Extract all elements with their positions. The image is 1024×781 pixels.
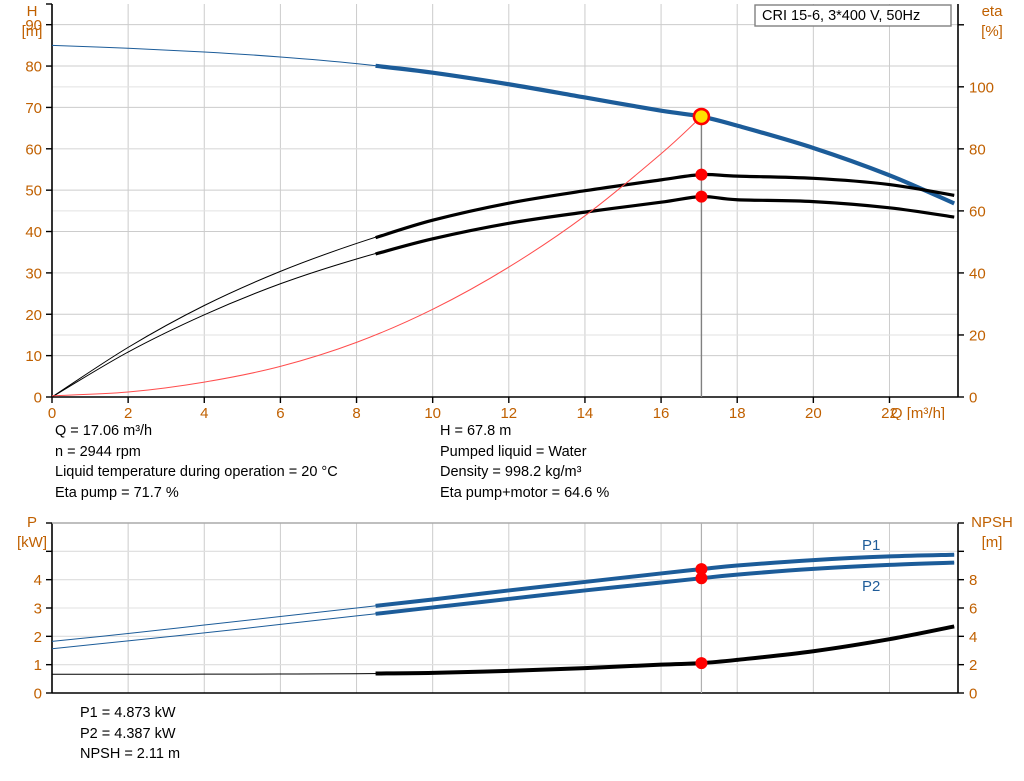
p-axis-title: P bbox=[27, 514, 37, 531]
series-eta-pump-motor bbox=[375, 195, 955, 256]
power-npsh-chart: 0 1 2 3 4 0 2 4 6 8 P [kW] NPSH [m] P1 P2 bbox=[17, 514, 1013, 703]
power-info: P1 = 4.873 kW P2 = 4.387 kW NPSH = 2.11 m bbox=[80, 703, 180, 765]
x-tick-label: 6 bbox=[276, 405, 284, 420]
x-tick-label: 18 bbox=[729, 405, 746, 420]
duty-info-left-line-3: Eta pump = 71.7 % bbox=[55, 484, 179, 501]
duty-info-left-line-0: Q = 17.06 m³/h bbox=[55, 423, 153, 439]
npsh-tick-label: 0 bbox=[969, 686, 977, 703]
power-info-line-2: NPSH = 2.11 m bbox=[80, 746, 181, 762]
x-axis-label: Q [m³/h] bbox=[891, 405, 945, 420]
y-tick-label: 90 bbox=[25, 17, 42, 34]
duty-info-right: H = 67.8 m Pumped liquid = Water Density =… bbox=[440, 421, 609, 503]
p2-point[interactable] bbox=[695, 572, 708, 585]
series-label-p1: P1 bbox=[862, 537, 880, 554]
series-label-p2: P2 bbox=[862, 578, 880, 595]
bottom-series bbox=[51, 552, 955, 676]
x-tick-label: 20 bbox=[805, 405, 822, 420]
npsh-tick-label: 8 bbox=[969, 572, 977, 589]
x-tick-label: 22 bbox=[881, 405, 898, 420]
x-tick-label: 8 bbox=[352, 405, 360, 420]
series-npsh bbox=[375, 624, 955, 676]
duty-point[interactable] bbox=[692, 107, 711, 126]
y2-tick-label: 0 bbox=[969, 390, 977, 407]
bottom-gridlines bbox=[52, 522, 958, 693]
npsh-tick-label: 2 bbox=[969, 657, 977, 674]
y-tick-label: 0 bbox=[34, 390, 42, 407]
y-tick-label: 60 bbox=[25, 141, 42, 158]
p-tick-label: 0 bbox=[34, 686, 42, 703]
top-axes bbox=[51, 4, 959, 398]
npsh-point[interactable] bbox=[695, 657, 708, 670]
y-axis-title: H bbox=[27, 3, 38, 20]
top-series bbox=[51, 44, 956, 398]
series-p2 bbox=[375, 560, 955, 616]
p-tick-label: 4 bbox=[34, 572, 42, 589]
series-thin-eta-pump bbox=[51, 173, 955, 398]
bottom-markers bbox=[695, 563, 708, 670]
y-axis-unit: [m] bbox=[22, 23, 43, 40]
duty-info-right-line-3: Eta pump+motor = 64.6 % bbox=[440, 484, 610, 501]
duty-info-right-line-1: Pumped liquid = Water bbox=[440, 443, 587, 460]
top-x-axis-ticks: 0 2 4 6 8 10 12 14 16 18 20 22 bbox=[48, 397, 898, 420]
top-markers bbox=[692, 107, 711, 203]
bottom-right-axis-ticks: 0 2 4 6 8 bbox=[958, 522, 977, 703]
top-left-axis-ticks: 0 10 20 30 40 50 60 70 80 90 bbox=[25, 3, 52, 407]
y2-tick-label: 60 bbox=[969, 203, 986, 220]
y-tick-label: 80 bbox=[25, 59, 42, 76]
power-info-line-1: P2 = 4.387 kW bbox=[80, 725, 176, 742]
y2-axis-title: eta bbox=[982, 3, 1004, 20]
series-system-curve bbox=[51, 116, 702, 397]
x-tick-label: 10 bbox=[424, 405, 441, 420]
duty-info-left-line-2: Liquid temperature during operation = 20… bbox=[55, 464, 338, 480]
x-tick-label: 0 bbox=[48, 405, 56, 420]
y-tick-label: 40 bbox=[25, 224, 42, 241]
npsh-axis-unit: [m] bbox=[982, 534, 1003, 551]
npsh-axis-title: NPSH bbox=[971, 514, 1013, 531]
title-box-text: CRI 15-6, 3*400 V, 50Hz bbox=[762, 8, 920, 24]
x-tick-label: 14 bbox=[577, 405, 594, 420]
top-right-axis-ticks: 0 20 40 60 80 100 bbox=[958, 24, 994, 407]
x-tick-label: 2 bbox=[124, 405, 132, 420]
series-thin-eta-pump-motor bbox=[51, 196, 955, 398]
head-efficiency-chart: 0 10 20 30 40 50 60 70 80 90 0 20 40 60 80 100 0 2 4 6 8 10 12… bbox=[22, 3, 1004, 420]
npsh-tick-label: 6 bbox=[969, 601, 977, 618]
x-tick-label: 12 bbox=[500, 405, 517, 420]
x-tick-label: 16 bbox=[653, 405, 670, 420]
y-tick-label: 50 bbox=[25, 183, 42, 200]
y2-tick-label: 40 bbox=[969, 265, 986, 282]
y-tick-label: 20 bbox=[25, 307, 42, 324]
p-axis-unit: [kW] bbox=[17, 534, 47, 551]
x-tick-label: 4 bbox=[200, 405, 208, 420]
bottom-left-axis-ticks: 0 1 2 3 4 bbox=[34, 522, 52, 703]
series-eta-pump bbox=[375, 172, 955, 240]
duty-info-left-line-1: n = 2944 rpm bbox=[55, 443, 141, 460]
duty-info-right-line-2: Density = 998.2 kg/m³ bbox=[440, 464, 582, 480]
p-tick-label: 1 bbox=[34, 657, 42, 674]
y2-tick-label: 20 bbox=[969, 327, 986, 344]
eta-pump-point[interactable] bbox=[695, 168, 708, 181]
npsh-tick-label: 4 bbox=[969, 629, 977, 646]
duty-info-left: Q = 17.06 m³/h n = 2944 rpm Liquid tempera… bbox=[55, 421, 338, 503]
p-tick-label: 2 bbox=[34, 629, 42, 646]
y-tick-label: 70 bbox=[25, 100, 42, 117]
y-tick-label: 10 bbox=[25, 348, 42, 365]
top-gridlines bbox=[52, 4, 958, 397]
p-tick-label: 3 bbox=[34, 601, 42, 618]
power-info-line-0: P1 = 4.873 kW bbox=[80, 705, 176, 721]
y2-axis-unit: [%] bbox=[981, 23, 1003, 40]
series-p1 bbox=[375, 552, 955, 608]
duty-info-right-line-0: H = 67.8 m bbox=[440, 423, 512, 439]
y2-tick-label: 100 bbox=[969, 79, 994, 96]
y2-tick-label: 80 bbox=[969, 141, 986, 158]
eta-pump-motor-point[interactable] bbox=[695, 190, 708, 203]
p1-point[interactable] bbox=[695, 563, 708, 576]
y-tick-label: 30 bbox=[25, 265, 42, 282]
series-head-h- bbox=[375, 63, 956, 206]
title-box: CRI 15-6, 3*400 V, 50Hz bbox=[754, 4, 952, 27]
